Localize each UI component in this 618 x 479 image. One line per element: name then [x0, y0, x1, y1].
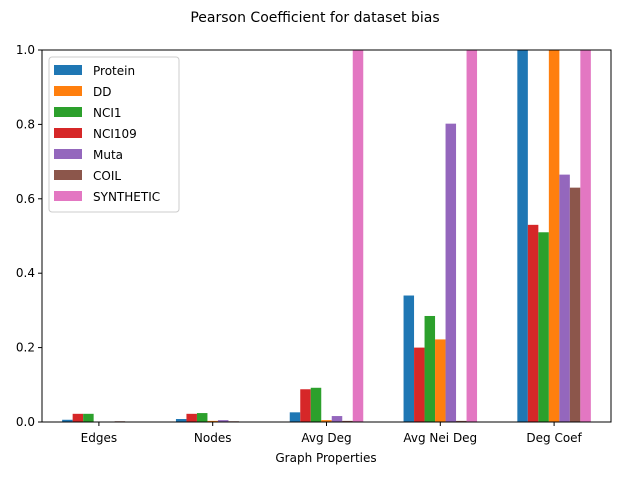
y-tick-label: 0.0 [16, 415, 35, 429]
y-tick-label: 0.2 [16, 341, 35, 355]
bar-protein-edges [62, 419, 73, 422]
bar-dd-avg-nei-deg [435, 339, 446, 422]
bar-synthetic-avg-deg [352, 50, 364, 422]
bar-coil-avg-deg [342, 420, 353, 422]
bar-nci1-nodes [196, 413, 208, 422]
x-tick-label: Avg Deg [301, 431, 351, 445]
legend-label-dd: DD [93, 85, 111, 99]
chart-title: Pearson Coefficient for dataset bias [190, 10, 439, 26]
bar-muta-deg-coef [559, 174, 570, 422]
bar-nci109-deg-coef [527, 224, 539, 422]
x-tick-label: Edges [81, 431, 117, 445]
legend-label-protein: Protein [93, 64, 135, 78]
bar-nci109-avg-nei-deg [414, 347, 425, 422]
bar-coil-avg-nei-deg [456, 420, 467, 422]
legend-label-coil: COIL [93, 169, 121, 183]
bar-nci1-avg-nei-deg [424, 315, 436, 422]
legend-swatch-dd [54, 86, 82, 96]
y-tick-label: 0.6 [16, 192, 35, 206]
legend-swatch-coil [54, 170, 82, 180]
bar-synthetic-deg-coef [580, 50, 591, 422]
bar-nci109-nodes [186, 413, 197, 422]
legend-swatch-nci109 [54, 128, 82, 138]
bar-synthetic-avg-nei-deg [466, 50, 478, 422]
legend-label-synthetic: SYNTHETIC [93, 190, 160, 204]
y-axis: 0.0 0.2 0.4 0.6 0.8 1.0 [16, 43, 42, 429]
bar-nci109-edges [72, 413, 84, 422]
bar-nci109-avg-deg [300, 389, 311, 422]
bar-muta-nodes [217, 420, 229, 422]
y-tick-label: 0.4 [16, 266, 35, 280]
legend-label-nci1: NCI1 [93, 106, 122, 120]
x-tick-label: Deg Coef [526, 431, 582, 445]
legend-label-nci109: NCI109 [93, 127, 137, 141]
bar-dd-nodes [207, 420, 218, 422]
legend-swatch-protein [54, 65, 82, 75]
legend-label-muta: Muta [93, 148, 123, 162]
y-tick-label: 1.0 [16, 43, 35, 57]
x-tick-label: Avg Nei Deg [403, 431, 477, 445]
bar-muta-avg-deg [331, 416, 343, 422]
bar-protein-avg-deg [289, 412, 301, 422]
x-axis: Edges Nodes Avg Deg Avg Nei Deg Deg Coef [81, 422, 583, 445]
legend-swatch-muta [54, 149, 82, 159]
legend-swatch-synthetic [54, 191, 82, 201]
bar-nci1-avg-deg [310, 387, 322, 422]
bar-protein-deg-coef [517, 50, 528, 422]
y-tick-label: 0.8 [16, 117, 35, 131]
x-axis-label: Graph Properties [275, 451, 376, 465]
bar-dd-deg-coef [548, 50, 560, 422]
bar-nci1-deg-coef [538, 232, 549, 422]
bar-protein-nodes [175, 419, 187, 422]
x-tick-label: Nodes [194, 431, 232, 445]
bar-nci1-edges [83, 413, 94, 422]
bar-muta-avg-nei-deg [445, 123, 457, 422]
bar-dd-avg-deg [321, 420, 332, 422]
bar-protein-avg-nei-deg [403, 295, 415, 422]
bar-coil-deg-coef [569, 187, 581, 422]
legend: Protein DD NCI1 NCI109 Muta COIL SYNTHETIC [48, 56, 180, 213]
legend-swatch-nci1 [54, 107, 82, 117]
bars [62, 50, 591, 422]
